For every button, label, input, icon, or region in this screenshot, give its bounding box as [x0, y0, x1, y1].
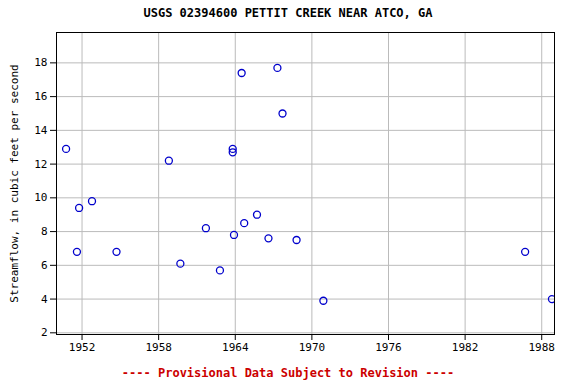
svg-text:10: 10: [34, 191, 47, 204]
svg-text:1964: 1964: [222, 341, 249, 354]
svg-text:1958: 1958: [145, 341, 172, 354]
svg-text:18: 18: [34, 56, 47, 69]
svg-text:1976: 1976: [375, 341, 402, 354]
svg-text:1952: 1952: [69, 341, 96, 354]
html-text:USGS 02394600 PETTIT CREEK NEA: USGS 02394600 PETTIT CREEK NEAR ATCO, GA: [143, 6, 433, 20]
svg-text:1988: 1988: [528, 341, 555, 354]
svg-text:12: 12: [34, 158, 47, 171]
svg-text:1970: 1970: [299, 341, 326, 354]
svg-text:8: 8: [41, 225, 48, 238]
svg-text:2: 2: [41, 326, 48, 339]
svg-text:1982: 1982: [452, 341, 479, 354]
svg-text:16: 16: [34, 90, 47, 103]
svg-text:Streamflow, in cubic feet per: Streamflow, in cubic feet per second: [8, 64, 21, 302]
svg-text:14: 14: [34, 124, 48, 137]
svg-text:6: 6: [41, 259, 48, 272]
html-text:---- Provisional Data Subject: ---- Provisional Data Subject to Revisio…: [121, 366, 455, 380]
svg-text:4: 4: [41, 293, 48, 306]
